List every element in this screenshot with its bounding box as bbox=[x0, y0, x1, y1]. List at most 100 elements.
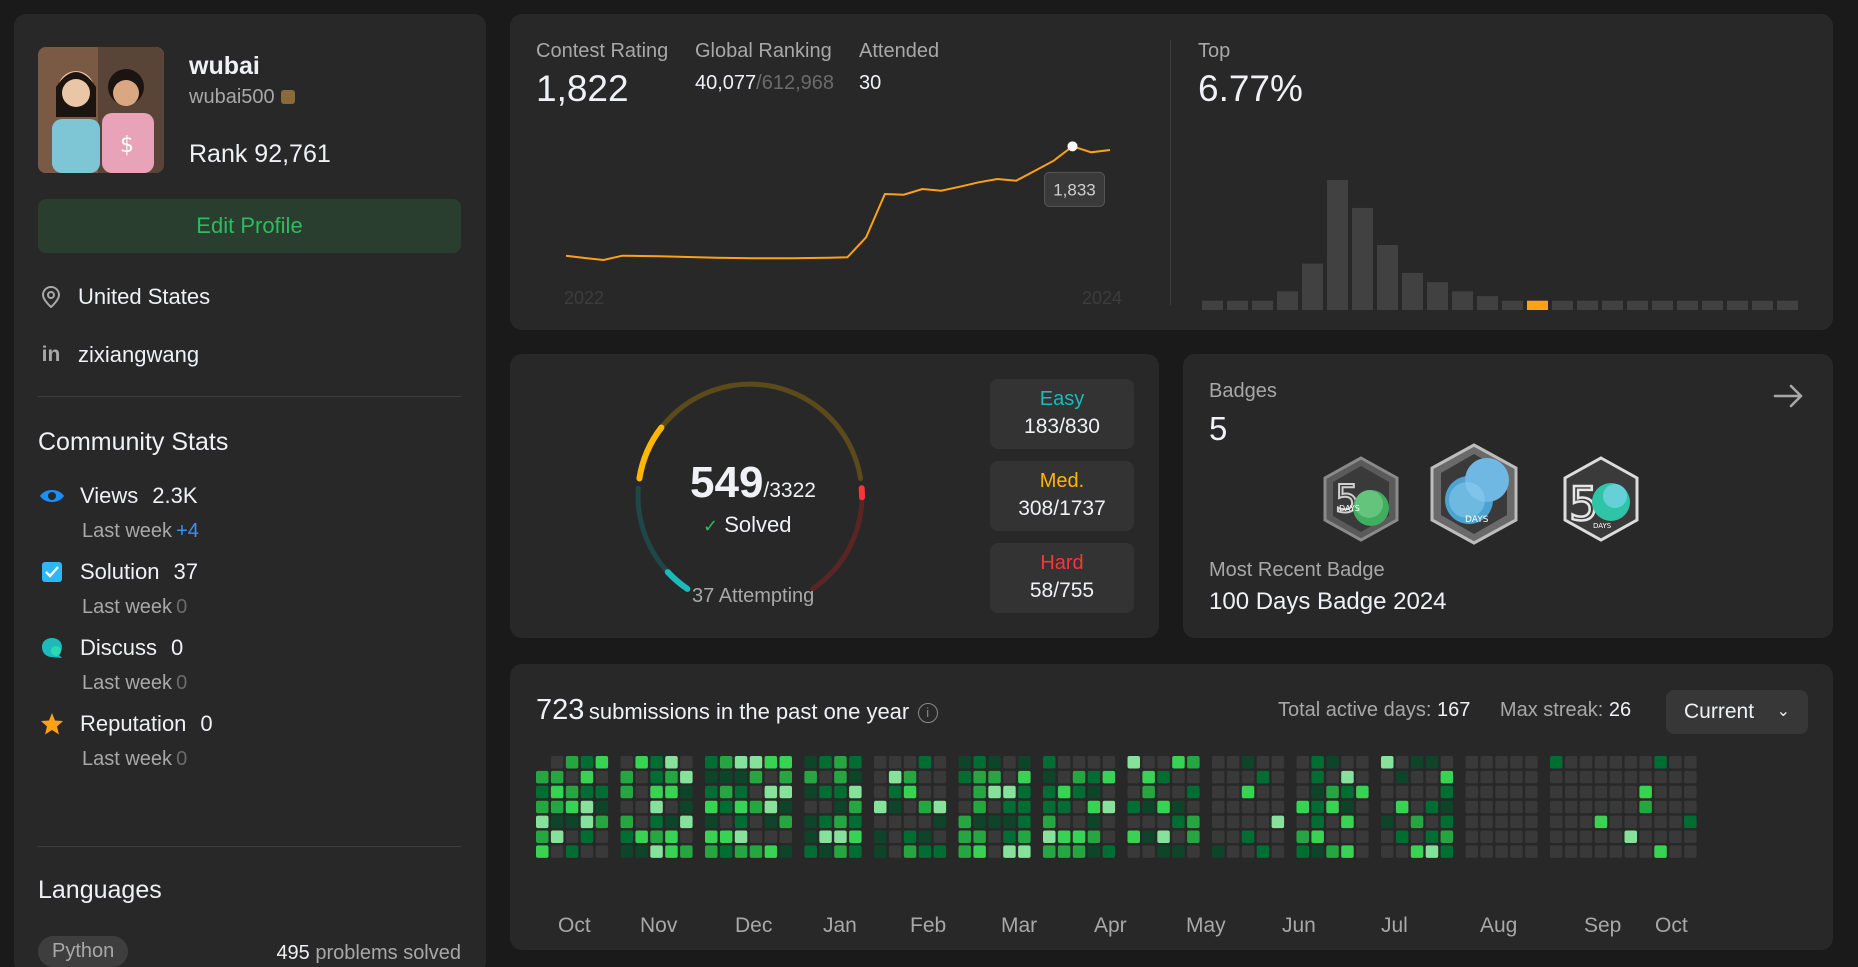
heatmap-cell[interactable] bbox=[719, 785, 733, 799]
heatmap-cell[interactable] bbox=[819, 785, 832, 799]
heatmap-cell[interactable] bbox=[874, 770, 887, 784]
heatmap-cell[interactable] bbox=[1609, 845, 1623, 858]
heatmap-cell[interactable] bbox=[764, 756, 778, 769]
heatmap-cell[interactable] bbox=[1311, 845, 1324, 858]
heatmap-cell[interactable] bbox=[874, 785, 887, 799]
histogram-bar[interactable] bbox=[1227, 300, 1248, 310]
heatmap-cell[interactable] bbox=[1142, 756, 1155, 769]
heatmap-cell[interactable] bbox=[1142, 770, 1155, 784]
heatmap-cell[interactable] bbox=[903, 845, 917, 858]
heatmap-cell[interactable] bbox=[1624, 770, 1638, 784]
heatmap-cell[interactable] bbox=[1510, 800, 1523, 814]
heatmap-cell[interactable] bbox=[1241, 770, 1255, 784]
heatmap-cell[interactable] bbox=[719, 800, 733, 814]
heatmap-cell[interactable] bbox=[1256, 815, 1270, 829]
heatmap-cell[interactable] bbox=[1003, 756, 1016, 769]
heatmap-cell[interactable] bbox=[1241, 845, 1255, 858]
heatmap-cell[interactable] bbox=[1311, 830, 1324, 844]
heatmap-cell[interactable] bbox=[595, 756, 609, 769]
heatmap-cell[interactable] bbox=[1425, 815, 1439, 829]
histogram-bar[interactable] bbox=[1427, 282, 1448, 310]
heatmap-cell[interactable] bbox=[1654, 785, 1667, 799]
heatmap-cell[interactable] bbox=[779, 815, 793, 829]
heatmap-cell[interactable] bbox=[958, 815, 972, 829]
heatmap-cell[interactable] bbox=[719, 756, 733, 769]
heatmap-cell[interactable] bbox=[1480, 815, 1493, 829]
heatmap-cell[interactable] bbox=[1639, 785, 1652, 799]
heatmap-cell[interactable] bbox=[580, 830, 594, 844]
heatmap-cell[interactable] bbox=[1440, 770, 1454, 784]
heatmap-cell[interactable] bbox=[1525, 830, 1538, 844]
heatmap-cell[interactable] bbox=[749, 845, 763, 858]
heatmap-cell[interactable] bbox=[834, 800, 847, 814]
heatmap-cell[interactable] bbox=[834, 770, 847, 784]
heatmap-cell[interactable] bbox=[1311, 756, 1324, 769]
heatmap-cell[interactable] bbox=[1495, 800, 1508, 814]
histogram-bar[interactable] bbox=[1752, 300, 1773, 310]
histogram-bar[interactable] bbox=[1277, 291, 1298, 310]
heatmap-cell[interactable] bbox=[1425, 845, 1439, 858]
heatmap-cell[interactable] bbox=[958, 845, 972, 858]
heatmap-cell[interactable] bbox=[1271, 815, 1285, 829]
heatmap-cell[interactable] bbox=[1564, 815, 1578, 829]
heatmap-cell[interactable] bbox=[1256, 785, 1270, 799]
heatmap-cell[interactable] bbox=[819, 800, 832, 814]
heatmap-cell[interactable] bbox=[1465, 800, 1479, 814]
heatmap-cell[interactable] bbox=[580, 785, 594, 799]
heatmap-cell[interactable] bbox=[680, 785, 693, 799]
heatmap-cell[interactable] bbox=[958, 756, 972, 769]
heatmap-cell[interactable] bbox=[1341, 845, 1354, 858]
histogram-bar[interactable] bbox=[1702, 300, 1723, 310]
heatmap-cell[interactable] bbox=[1003, 815, 1016, 829]
histogram-bar[interactable] bbox=[1377, 245, 1398, 310]
heatmap-cell[interactable] bbox=[764, 800, 778, 814]
heatmap-cell[interactable] bbox=[1212, 845, 1225, 858]
heatmap-cell[interactable] bbox=[1212, 770, 1225, 784]
heatmap-cell[interactable] bbox=[1018, 830, 1031, 844]
heatmap-cell[interactable] bbox=[1410, 815, 1424, 829]
heatmap-cell[interactable] bbox=[1594, 830, 1608, 844]
heatmap-cell[interactable] bbox=[1684, 845, 1697, 858]
heatmap-cell[interactable] bbox=[1003, 830, 1016, 844]
heatmap-cell[interactable] bbox=[595, 800, 609, 814]
heatmap-cell[interactable] bbox=[1043, 756, 1056, 769]
linkedin-text[interactable]: zixiangwang bbox=[78, 342, 200, 367]
heatmap-cell[interactable] bbox=[680, 845, 693, 858]
heatmap-cell[interactable] bbox=[1639, 756, 1652, 769]
solved-progress-ring[interactable] bbox=[620, 378, 880, 618]
heatmap-cell[interactable] bbox=[1157, 815, 1170, 829]
heatmap-cell[interactable] bbox=[1440, 845, 1454, 858]
heatmap-cell[interactable] bbox=[595, 830, 609, 844]
heatmap-cell[interactable] bbox=[988, 800, 1001, 814]
heatmap-cell[interactable] bbox=[650, 815, 663, 829]
heatmap-cell[interactable] bbox=[635, 770, 648, 784]
heatmap-cell[interactable] bbox=[1579, 845, 1593, 858]
heatmap-cell[interactable] bbox=[1003, 770, 1016, 784]
heatmap-cell[interactable] bbox=[1311, 785, 1324, 799]
heatmap-cell[interactable] bbox=[1624, 800, 1638, 814]
histogram-bar[interactable] bbox=[1452, 291, 1473, 310]
heatmap-cell[interactable] bbox=[1087, 815, 1101, 829]
heatmap-cell[interactable] bbox=[1550, 800, 1563, 814]
heatmap-cell[interactable] bbox=[933, 770, 947, 784]
heatmap-cell[interactable] bbox=[1326, 756, 1339, 769]
heatmap-cell[interactable] bbox=[1480, 785, 1493, 799]
heatmap-cell[interactable] bbox=[734, 815, 748, 829]
100-days-badge-icon[interactable]: DAYS bbox=[1427, 442, 1521, 551]
heatmap-cell[interactable] bbox=[779, 785, 793, 799]
heatmap-cell[interactable] bbox=[1057, 770, 1071, 784]
heatmap-cell[interactable] bbox=[804, 756, 817, 769]
heatmap-cell[interactable] bbox=[1425, 800, 1439, 814]
heatmap-cell[interactable] bbox=[1594, 785, 1608, 799]
heatmap-cell[interactable] bbox=[1550, 756, 1563, 769]
heatmap-cell[interactable] bbox=[1480, 830, 1493, 844]
heatmap-cell[interactable] bbox=[903, 756, 917, 769]
heatmap-cell[interactable] bbox=[1381, 785, 1394, 799]
heatmap-cell[interactable] bbox=[779, 800, 793, 814]
heatmap-cell[interactable] bbox=[1550, 845, 1563, 858]
heatmap-cell[interactable] bbox=[550, 756, 564, 769]
heatmap-cell[interactable] bbox=[933, 815, 947, 829]
heatmap-cell[interactable] bbox=[1102, 800, 1116, 814]
heatmap-cell[interactable] bbox=[1018, 785, 1031, 799]
heatmap-cell[interactable] bbox=[1226, 830, 1240, 844]
